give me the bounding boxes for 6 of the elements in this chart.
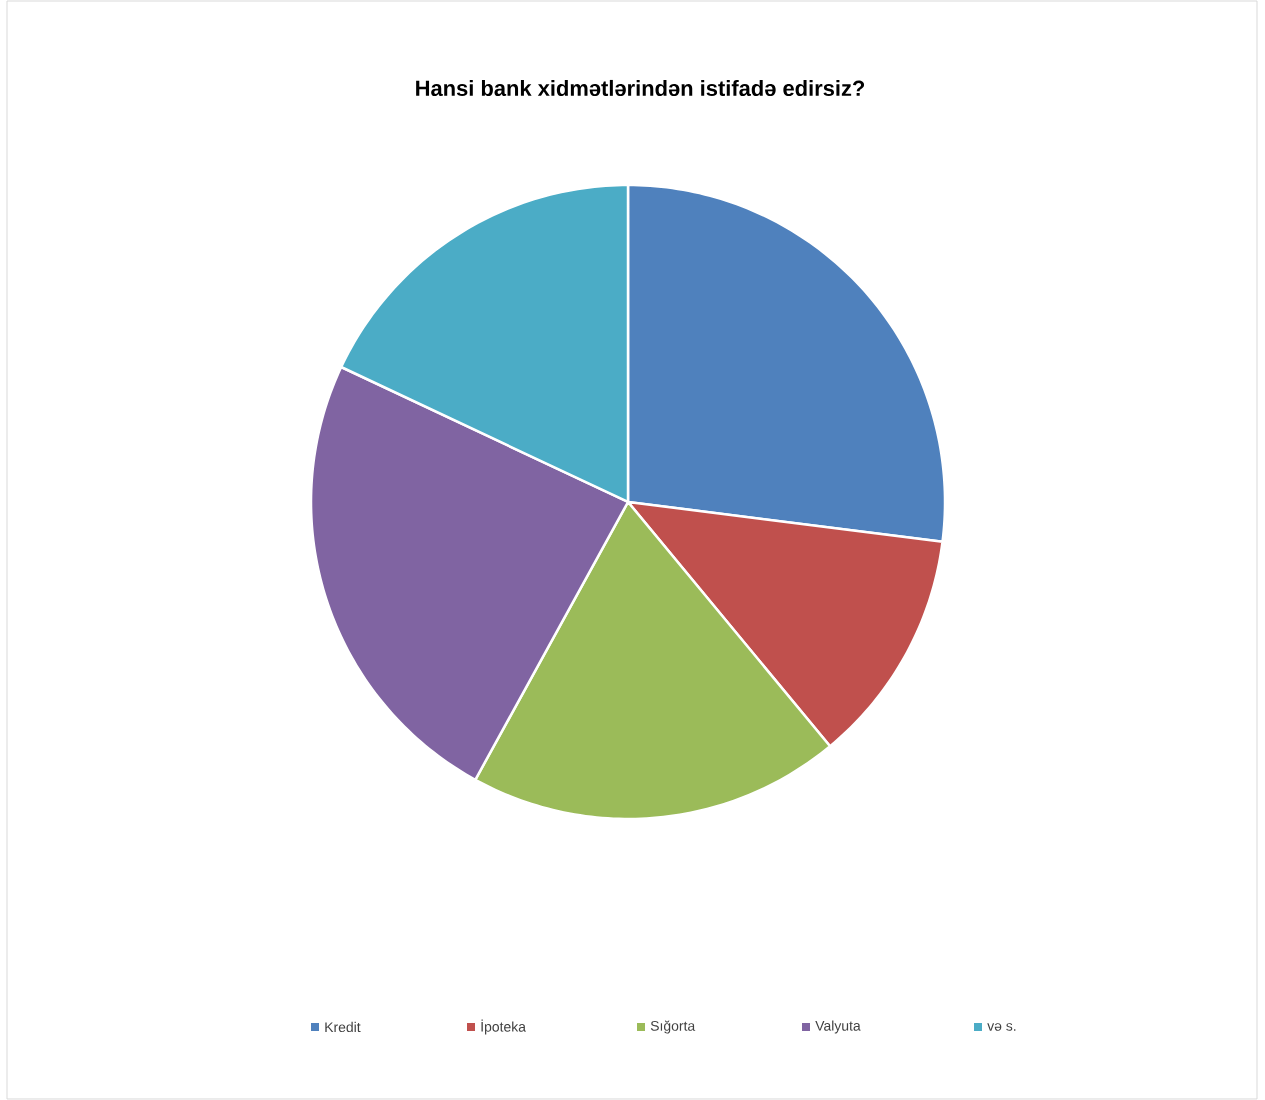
legend-label: və s.: [987, 1023, 1016, 1031]
chart-title: Hansi bank xidmətlərindən istifadə edirsiz?: [416, 79, 865, 97]
legend-label: Kredit: [325, 1021, 361, 1033]
legend-label: Sığorta: [650, 1020, 696, 1034]
legend-label: İpoteka: [481, 1019, 526, 1035]
legend-label: Valyuta: [815, 1020, 861, 1034]
